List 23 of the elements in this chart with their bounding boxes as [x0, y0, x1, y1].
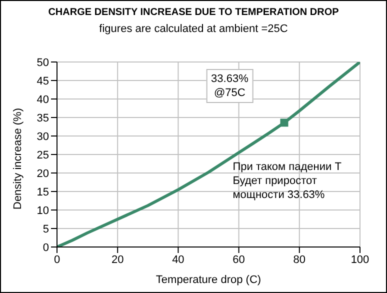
y-tick-label: 25	[36, 149, 49, 162]
chart-title: CHARGE DENSITY INCREASE DUE TO TEMPERATION DROP	[47, 7, 340, 18]
x-tick-label: 60	[232, 254, 245, 266]
y-tick-label: 30	[36, 130, 49, 143]
x-tick-label: 80	[293, 254, 306, 266]
y-tick-label: 5	[42, 223, 49, 236]
y-tick-label: 0	[42, 242, 49, 254]
y-tick-label: 40	[36, 94, 49, 106]
x-tick-label: 0	[54, 254, 60, 266]
x-tick-label: 100	[350, 254, 370, 266]
y-tick-label: 35	[36, 112, 49, 124]
annotation: При таком падении Т Будет приростот мощности 33.63%	[232, 160, 342, 202]
y-tick-label: 15	[36, 186, 49, 198]
x-axis-title: Temperature drop (C)	[156, 274, 262, 286]
y-tick-label: 50	[36, 56, 49, 69]
x-tick-label: 40	[172, 254, 184, 266]
x-tick-label: 20	[111, 254, 124, 266]
y-axis-title: Density increase (%)	[12, 108, 24, 210]
chart-subtitle: figures are calculated at ambient =25C	[98, 23, 289, 35]
annotation: 33.63% @75C	[211, 72, 248, 100]
y-tick-label: 20	[36, 168, 49, 180]
y-tick-label: 10	[36, 204, 49, 217]
y-tick-label: 45	[36, 75, 49, 88]
